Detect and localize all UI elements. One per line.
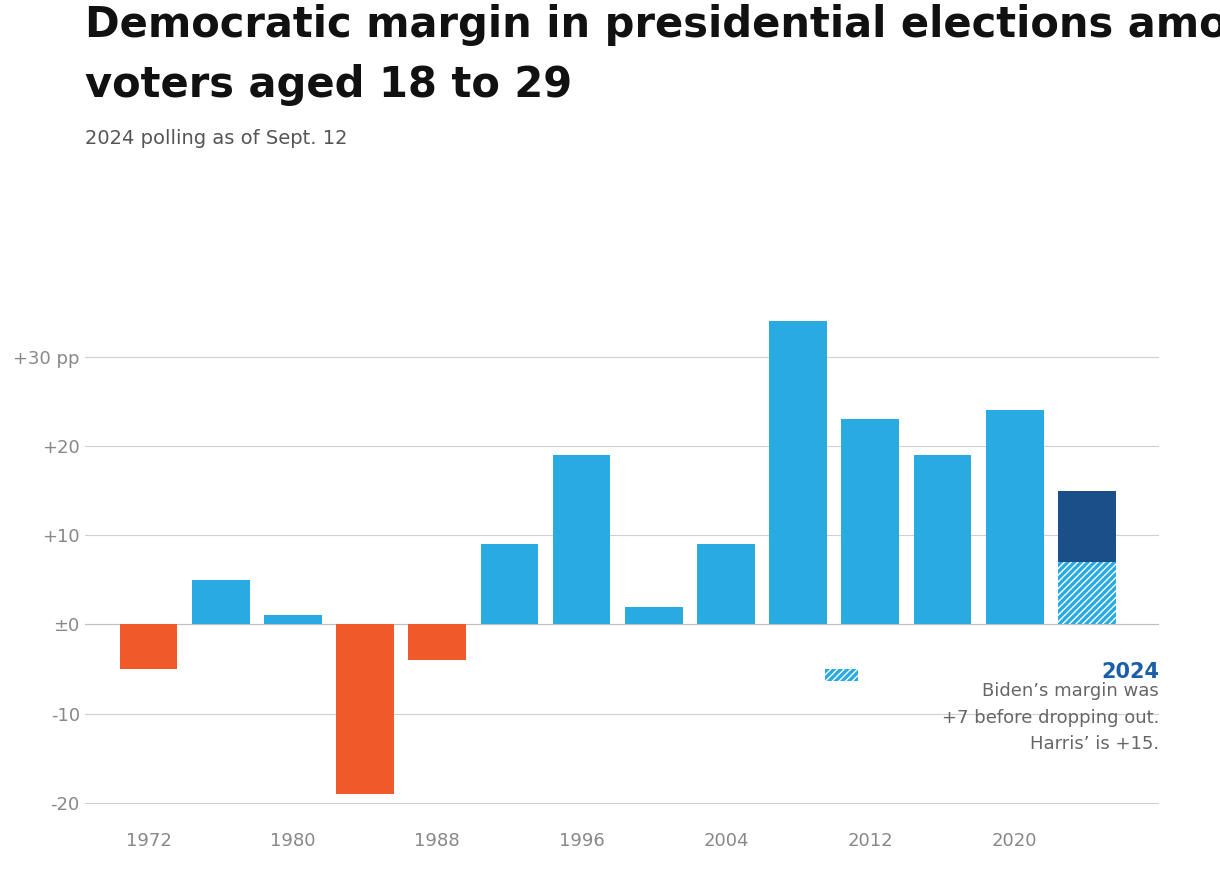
Bar — [120, 624, 177, 669]
Bar — [553, 455, 610, 624]
Bar — [1058, 491, 1116, 562]
Text: 2024: 2024 — [1100, 662, 1159, 681]
Bar — [697, 544, 755, 624]
Bar — [481, 544, 538, 624]
Text: 2024 polling as of Sept. 12: 2024 polling as of Sept. 12 — [85, 129, 348, 148]
Bar — [914, 455, 971, 624]
Text: Democratic margin in presidential elections among: Democratic margin in presidential electi… — [85, 4, 1220, 46]
Bar — [986, 410, 1043, 624]
Bar — [1058, 562, 1116, 624]
Bar — [770, 321, 827, 624]
Bar — [625, 607, 683, 624]
Bar — [264, 615, 322, 624]
Bar — [192, 580, 250, 624]
Bar — [842, 419, 899, 624]
Text: voters aged 18 to 29: voters aged 18 to 29 — [85, 64, 572, 106]
Bar — [825, 669, 858, 681]
Bar — [409, 624, 466, 660]
Bar — [337, 624, 394, 794]
Text: Biden’s margin was
+7 before dropping out.
Harris’ is +15.: Biden’s margin was +7 before dropping ou… — [942, 682, 1159, 753]
